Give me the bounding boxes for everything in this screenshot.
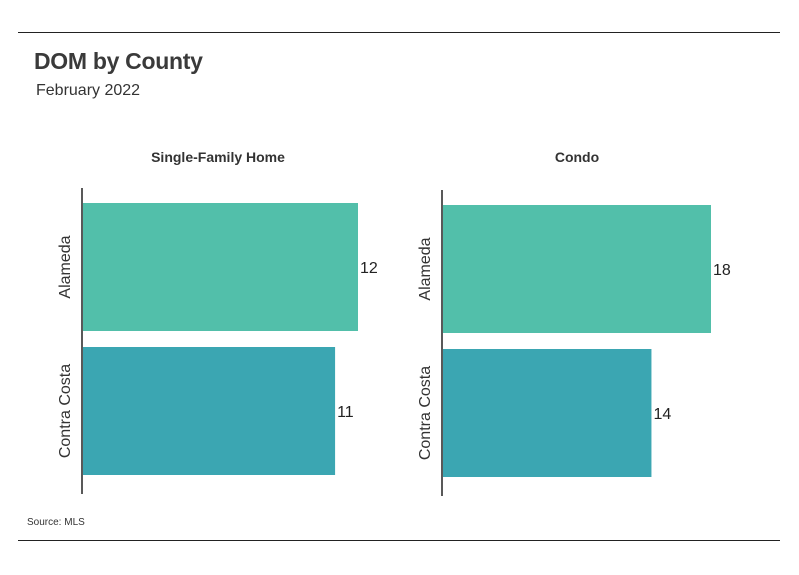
panel-title-condo: Condo <box>555 149 599 165</box>
category-label-alameda: Alameda <box>417 237 434 300</box>
category-label-alameda: Alameda <box>57 235 74 298</box>
value-label-alameda: 12 <box>360 260 378 277</box>
top-rule <box>18 32 780 33</box>
bar-alameda <box>443 205 711 333</box>
bar-contra-costa <box>83 347 336 475</box>
source-note: Source: MLS <box>27 517 85 528</box>
category-label-contra-costa: Contra Costa <box>417 366 434 460</box>
chart-subtitle: February 2022 <box>36 82 141 99</box>
value-label-contra-costa: 11 <box>337 404 354 421</box>
category-label-contra-costa: Contra Costa <box>57 364 74 458</box>
value-label-alameda: 18 <box>713 262 731 279</box>
chart-title: DOM by County <box>34 48 203 74</box>
value-label-contra-costa: 14 <box>653 406 671 423</box>
panel-condo: Condo 18 Alameda 14 Contra Costa <box>417 149 731 496</box>
bottom-rule <box>18 540 780 541</box>
panel-title-single-family-home: Single-Family Home <box>151 149 285 165</box>
bar-contra-costa <box>443 349 652 477</box>
panel-single-family-home: Single-Family Home 12 Alameda 11 Contra Cos… <box>57 149 378 494</box>
bar-alameda <box>83 203 358 331</box>
